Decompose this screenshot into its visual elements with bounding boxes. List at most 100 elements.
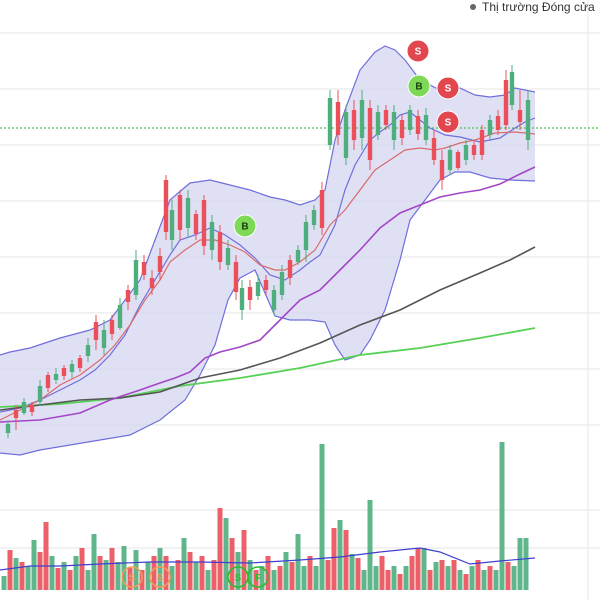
candle-down [141,262,147,275]
middle-band-line [0,111,536,413]
volume-bar [517,538,523,590]
candle-down [193,214,199,234]
volume-bar [157,548,163,590]
market-status-text: Thị trường Đóng cửa [482,0,595,14]
candle-down [383,110,389,125]
volume-bar [43,522,49,590]
volume-bar [259,566,265,590]
sell-marker [436,76,460,100]
candle-down [177,195,183,230]
candle-up [239,288,245,310]
volume-bar [337,520,343,590]
event-marker-label: S [157,573,164,584]
volume-bar [283,552,289,590]
candle-down [439,160,445,180]
volume-bar [169,566,175,590]
volume-bar [451,560,457,590]
volume-bar [121,546,127,590]
candle-up [311,210,317,225]
candle-up [375,112,381,135]
candle-down [503,80,509,125]
candle-up [295,250,301,262]
volume-bar [133,550,139,590]
candle-up [37,386,43,402]
candle-down [45,375,51,388]
volume-bar [487,566,493,590]
volume-bars [0,442,536,590]
candle-down [109,320,115,334]
candlesticks [5,65,531,438]
trade-markers: S B S S B S S S F [121,39,460,588]
candle-up [271,290,277,310]
candle-up [391,112,397,140]
marker-label: S [415,47,422,58]
volume-bar [163,556,169,590]
volume-bar [73,556,79,590]
volume-ma-line [0,547,536,571]
marker-label: B [415,82,422,93]
volume-bar [439,560,445,590]
candle-down [263,280,269,290]
volume-bar [181,538,187,590]
candle-down [157,256,163,272]
candle-down [351,110,357,140]
candle-up [255,282,261,296]
volume-bar [1,576,7,590]
event-marker-label: F [255,573,261,584]
volume-bar [223,518,229,590]
volume-bar [229,538,235,590]
volume-bar [127,568,133,590]
volume-bar [241,530,247,590]
volume-bar [325,560,331,590]
candle-up [209,222,215,250]
volume-bar [415,548,421,590]
volume-bar [175,560,181,590]
candle-up [303,222,309,250]
candle-down [77,358,83,368]
volume-bar [253,570,259,590]
event-marker [149,566,171,588]
volume-bar [433,562,439,590]
volume-bar [79,548,85,590]
candle-down [93,322,99,340]
candle-down [399,120,405,138]
volume-bar [469,566,475,590]
event-marker-label: S [235,573,242,584]
candle-up [101,330,107,348]
volume-bar [211,560,217,590]
event-marker [121,566,143,588]
buy-marker [233,214,257,238]
candle-down [201,200,207,246]
candle-down [247,287,253,300]
candle-up [169,210,175,240]
event-marker [247,566,269,588]
volume-bar [427,570,433,590]
volume-bar [85,570,91,590]
market-status: Thị trường Đóng cửa [470,0,595,14]
volume-bar [289,562,295,590]
candle-up [53,374,59,380]
volume-bar [115,562,121,590]
volume-bar [511,566,517,590]
volume-bar [505,562,511,590]
sell-marker [406,39,430,63]
ma-short-line [0,131,536,421]
candle-up [279,272,285,295]
candle-down [125,290,131,302]
volume-bar [61,562,67,590]
volume-bar [445,566,451,590]
volume-bar [493,570,499,590]
volume-bar [403,566,409,590]
volume-bar [49,556,55,590]
candle-up [69,364,75,372]
candle-up [225,248,231,265]
volume-bar [349,554,355,590]
marker-label: S [445,118,452,129]
candle-up [359,100,365,138]
buy-marker [407,74,431,98]
candle-down [479,130,485,155]
volume-bar [481,570,487,590]
volume-bar [145,562,151,590]
volume-bar [109,548,115,590]
